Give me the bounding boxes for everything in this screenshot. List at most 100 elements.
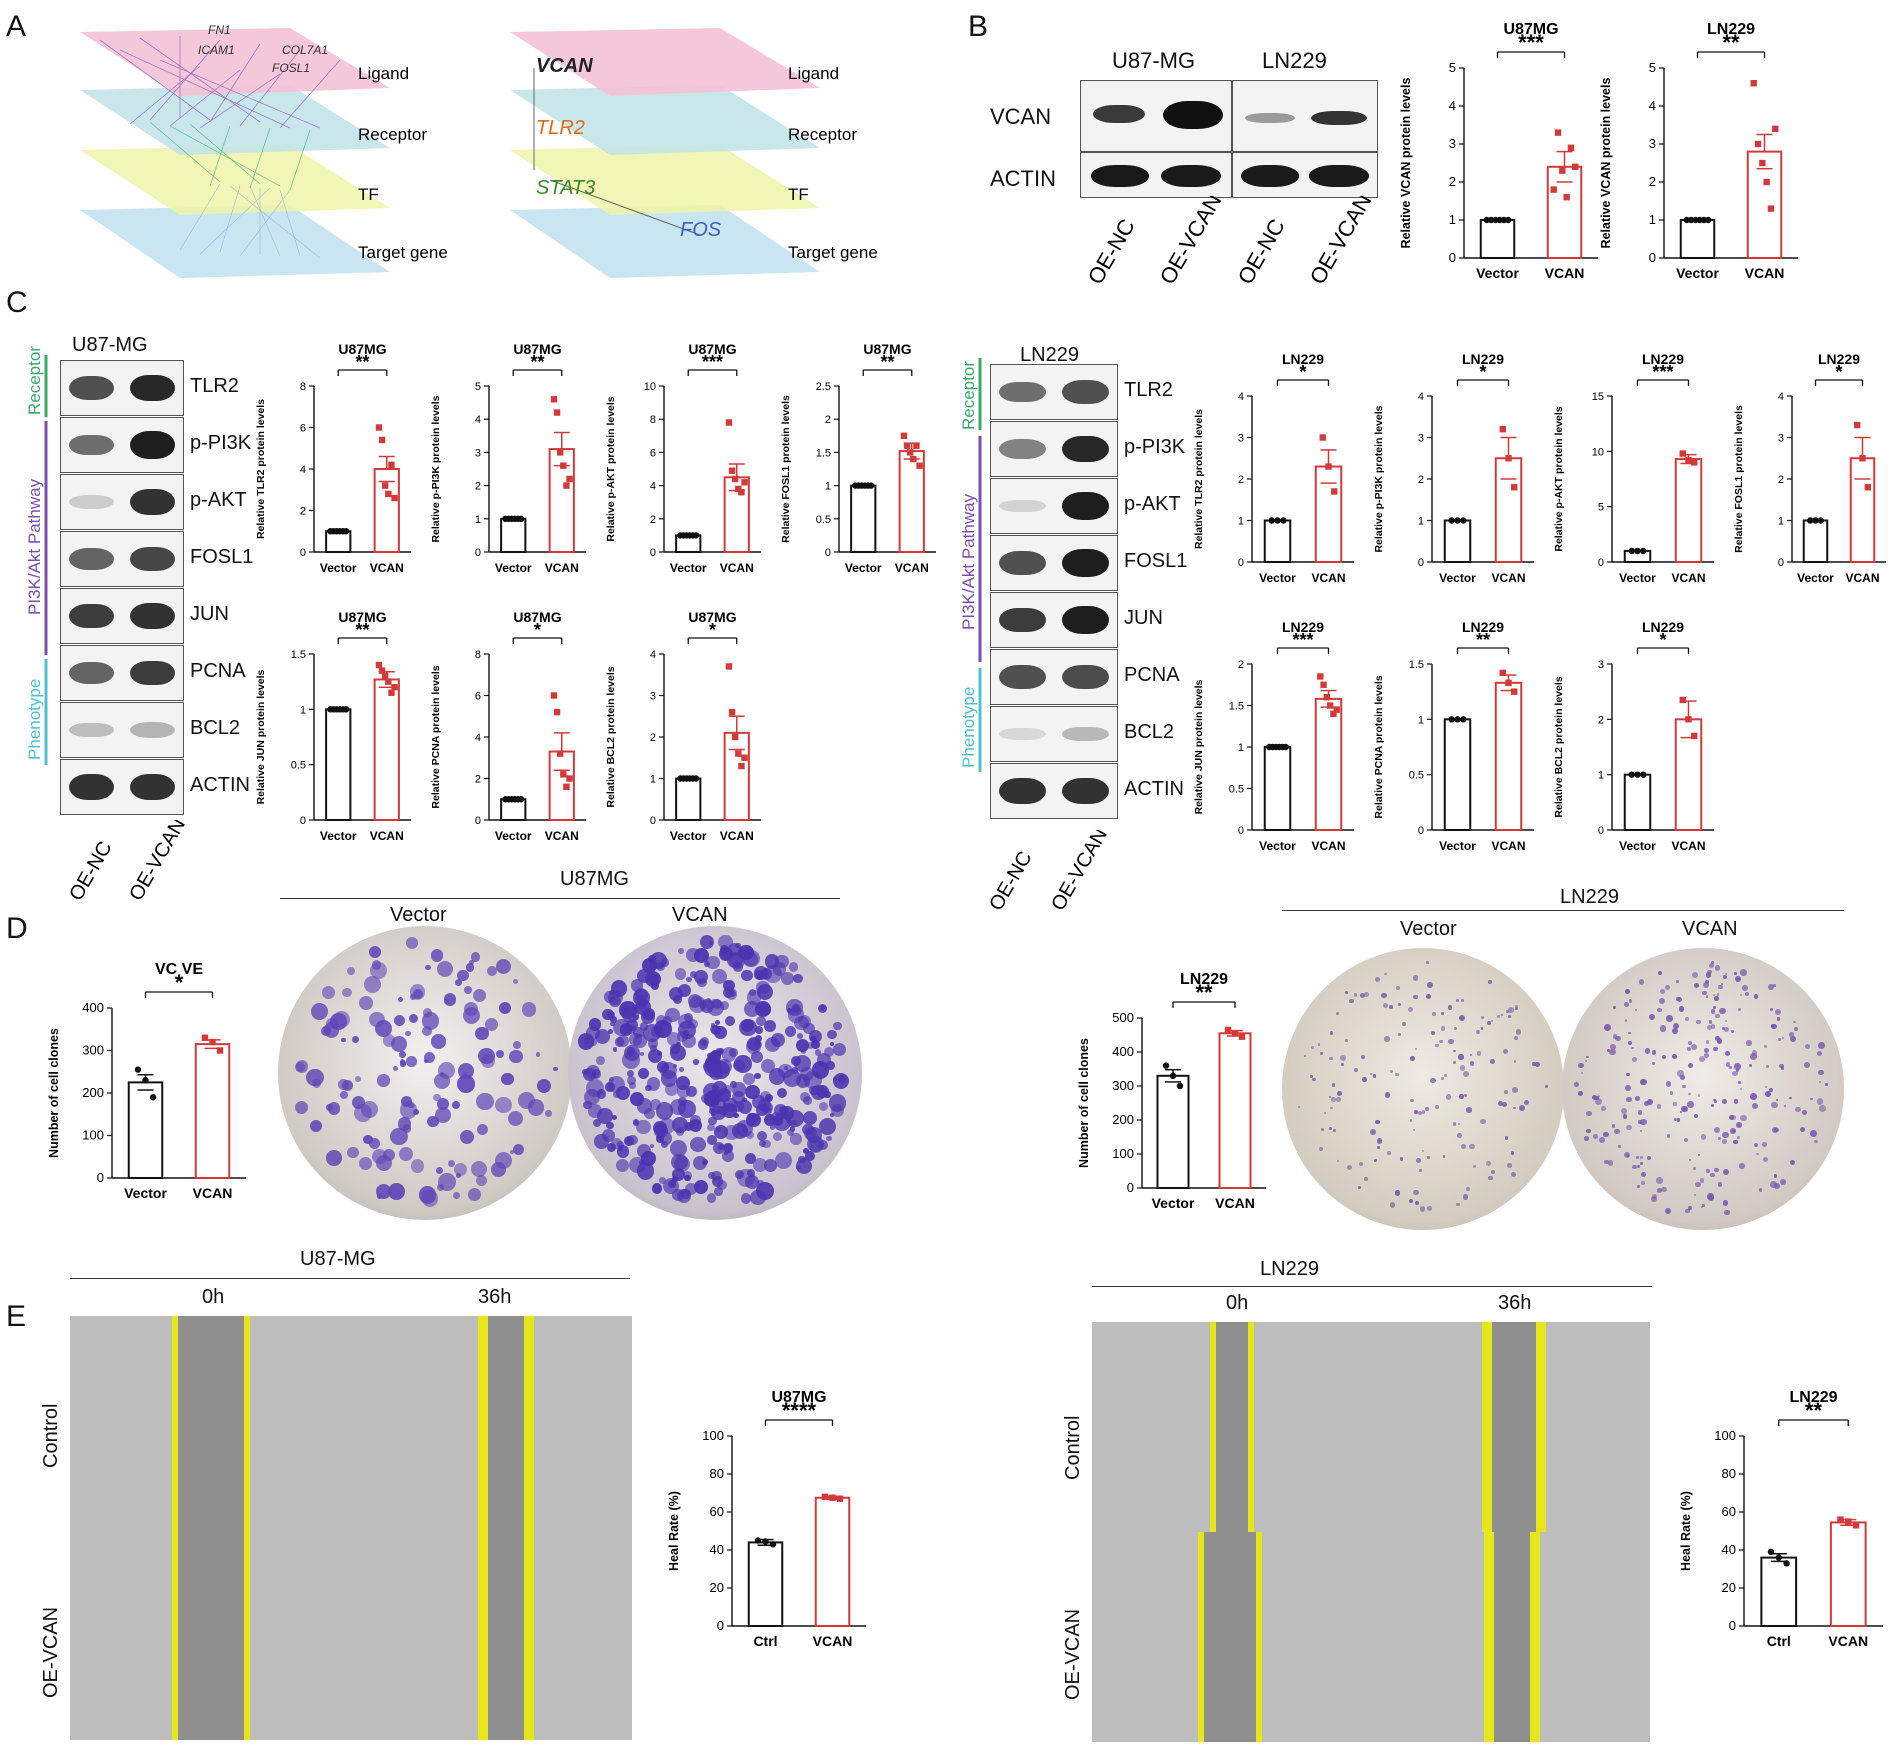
colony [1664,985,1670,991]
data-point [385,678,392,685]
colony [651,1183,663,1194]
colony [1421,1149,1424,1153]
colony [1452,1060,1456,1064]
colony [1488,980,1492,985]
colony [790,1133,802,1145]
y-tick-label: 300 [82,1043,104,1058]
colony [1469,1143,1475,1149]
colony [453,1162,467,1176]
colony [1765,1065,1770,1069]
left-layer-stack: FN1 ICAM1 COL7A1 FOSL1 Ligand Receptor T… [80,23,448,278]
colony [1636,1184,1641,1189]
x-tick-label: VCAN [895,561,929,575]
left-layer-ligand [80,28,390,96]
colony [612,1018,631,1037]
y-axis-label: Relative TLR2 protein levels [255,399,267,539]
colony [795,1039,809,1053]
data-point [725,419,733,426]
colony [1682,1084,1686,1089]
colony [495,958,512,974]
colony [1710,960,1715,965]
chart-c-ln229-fosl1: LN229 Relative FOSL1 protein levels 0 1 2 3 4 V… [1733,351,1886,585]
blot-row-p-pi3k [60,417,184,473]
colony [1310,1075,1313,1078]
colony [636,1162,655,1180]
colony [809,1085,819,1096]
y-tick-label: 2 [825,414,831,426]
data-point [1454,517,1461,524]
y-tick-label: 0 [475,815,481,827]
data-point [1274,517,1281,524]
colony [661,1063,669,1071]
colony [1714,1126,1721,1133]
data-point [1767,1548,1775,1556]
colony [1773,1182,1781,1189]
x-tick-label: VCAN [720,829,754,843]
chart-title: LN229 [1818,351,1860,367]
y-tick-label: 0 [825,547,831,559]
y-tick-label: 0 [717,1618,724,1633]
data-point [903,442,911,449]
data-point [1854,421,1861,429]
colony [629,1082,636,1089]
colony [434,1107,451,1124]
colony [1750,1053,1758,1060]
colony [1323,1112,1326,1115]
blot-b-lane-2: OE-VCAN [1155,196,1227,289]
x-tick-label: VCAN [193,1185,233,1201]
colony [651,982,659,991]
data-point [910,455,917,463]
y-tick-label: 0.5 [1409,770,1424,782]
colony [422,1012,440,1030]
colony [1430,1031,1435,1036]
chart-c-ln229-bcl2: LN229 Relative BCL2 protein levels 0 1 2 3 Vec… [1553,619,1714,853]
x-tick-label: Vector [1259,571,1296,585]
bar-vcan [1746,150,1783,260]
data-point [1320,681,1327,688]
colony [464,1002,479,1017]
colony [1761,1142,1767,1148]
blot-b-lane-1: OE-NC [1083,215,1140,289]
bar-vector [1479,219,1516,259]
chart-e-u87-heal: U87MG Heal Rate (%) 0 20 40 60 80 100 Ctrl VCAN **… [667,1389,866,1649]
bar-vector [1679,219,1716,259]
colony [408,1102,414,1109]
x-tick-label: VCAN [1491,839,1525,853]
colony [1612,1005,1617,1010]
y-tick-label: 100 [1112,1146,1134,1161]
colony [615,1158,630,1173]
colony [671,1153,688,1171]
colony [644,1084,652,1092]
colony [832,1072,850,1090]
colony [487,965,498,976]
colony [521,1002,537,1017]
colony [633,1014,639,1021]
colony [756,980,770,995]
blot-label-actin: ACTIN [1124,778,1184,800]
y-tick-label: 0 [300,815,306,827]
colony [1734,1063,1741,1070]
colony [1750,1093,1757,1100]
left-label-receptor: Receptor [358,125,427,144]
colony [1415,1200,1419,1205]
chart-c-u87-bcl2: U87MG Relative BCL2 protein levels 0 1 2 3 4 Ve… [605,609,761,843]
colony [1699,1178,1705,1183]
colony [1631,1056,1638,1062]
data-point [1554,129,1562,136]
colony [1384,972,1388,976]
colony [1685,1017,1689,1022]
colony [1460,1065,1466,1071]
colony [585,1079,604,1097]
y-tick-label: 0 [650,547,656,559]
colony [775,954,789,969]
colony [418,1186,437,1204]
colony [1733,1099,1739,1104]
colony [790,1056,801,1067]
bar-vector [127,1081,164,1179]
colony [1606,1048,1610,1052]
colony [1710,1104,1714,1108]
colony [1718,985,1723,990]
colony [1601,1106,1606,1111]
colony [321,986,335,1000]
y-tick-label: 0 [1449,250,1456,265]
